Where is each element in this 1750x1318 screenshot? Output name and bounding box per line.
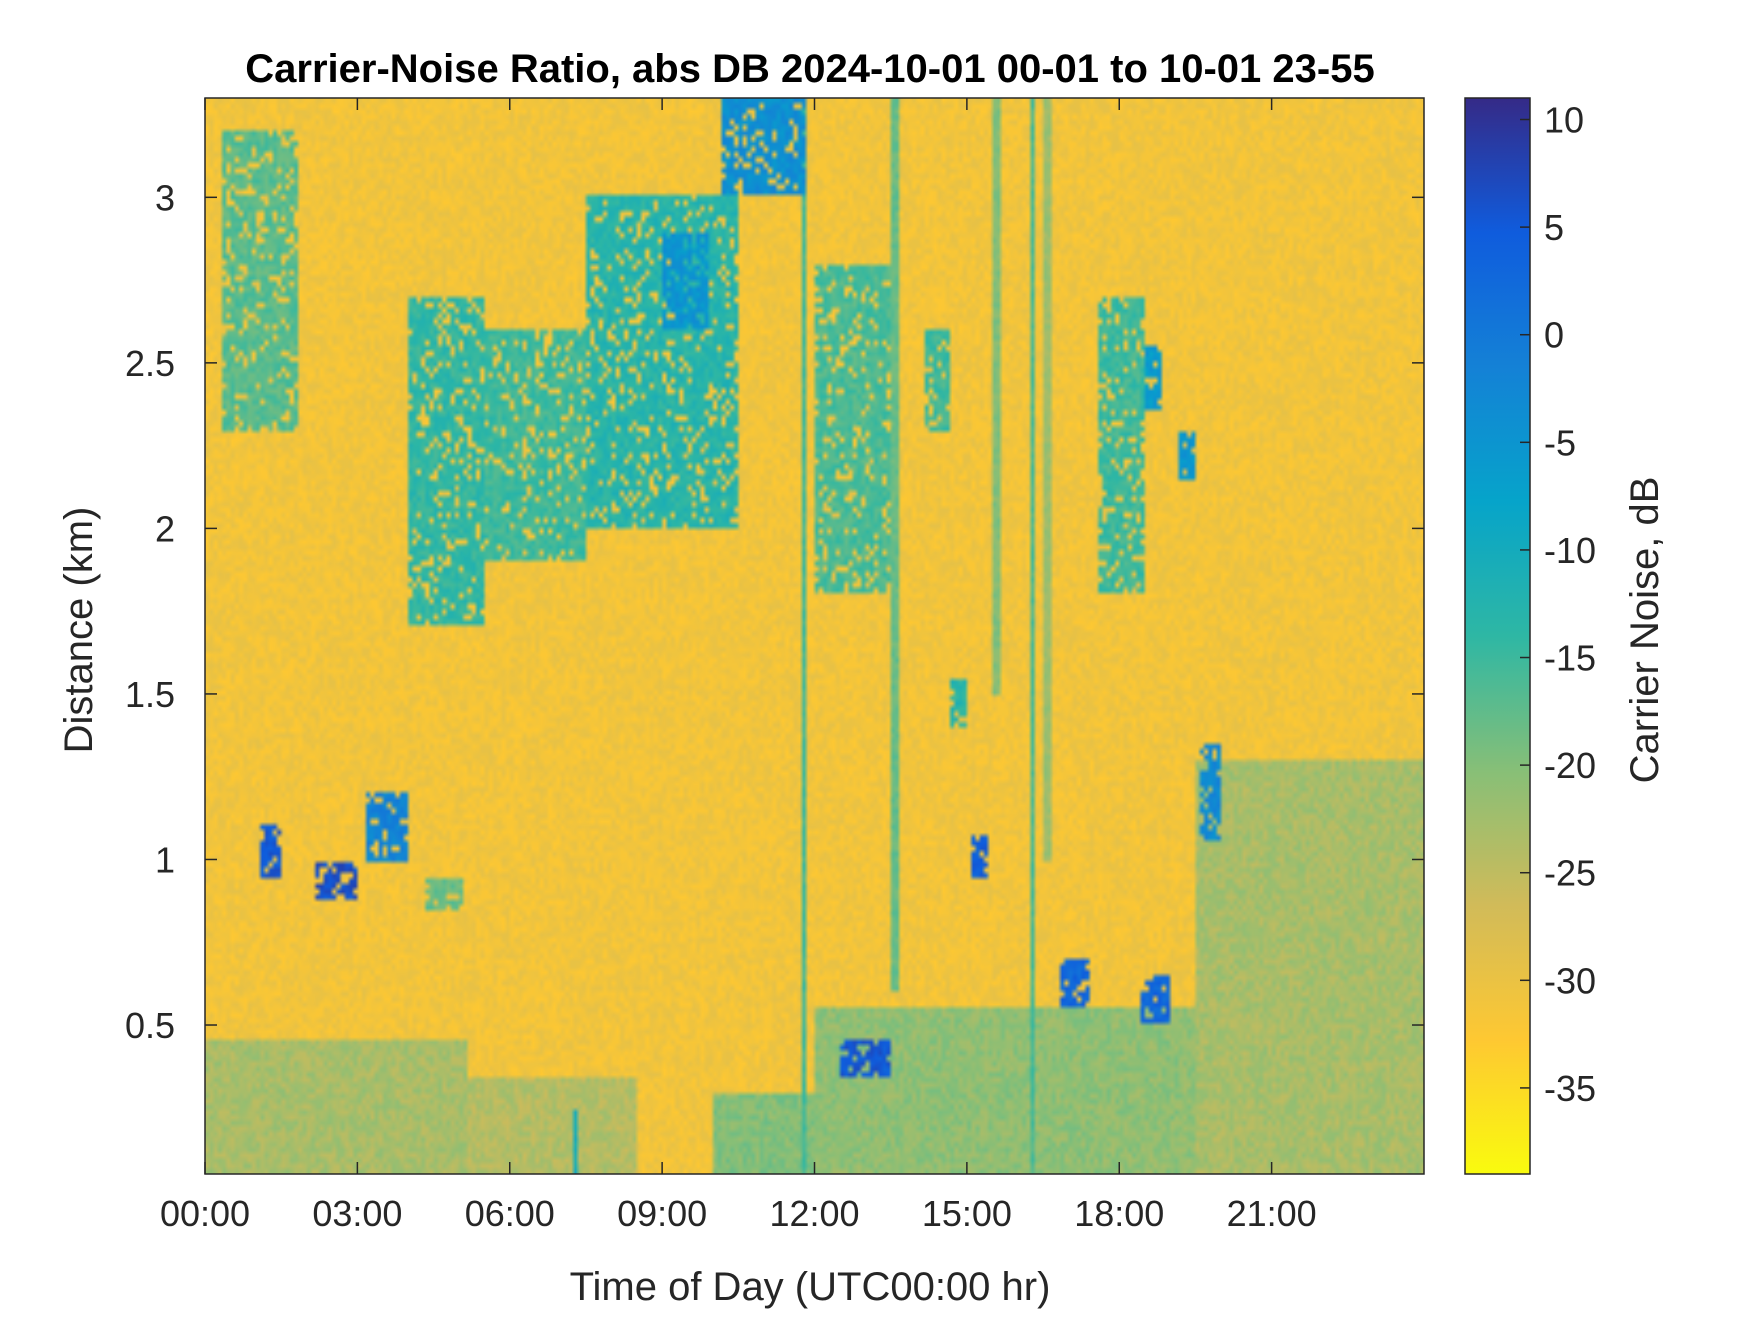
x-tick-label: 15:00 <box>922 1193 1012 1234</box>
y-tick-label: 0.5 <box>125 1005 175 1046</box>
colorbar-tick-label: 0 <box>1544 315 1564 356</box>
colorbar-gradient <box>1464 97 1531 1175</box>
x-tick-label: 03:00 <box>312 1193 402 1234</box>
x-tick-label: 12:00 <box>769 1193 859 1234</box>
y-tick-label: 3 <box>155 177 175 218</box>
y-axis-label: Distance (km) <box>57 507 101 754</box>
chart-title: Carrier-Noise Ratio, abs DB 2024-10-01 0… <box>245 47 1374 91</box>
colorbar-tick-label: 5 <box>1544 207 1564 248</box>
colorbar-tick-label: -5 <box>1544 422 1576 463</box>
colorbar: 10 5 0 -5 -10 -15 -20 -25 -30 -35 <box>1464 97 1596 1175</box>
colorbar-label: Carrier Noise, dB <box>1623 477 1667 784</box>
y-tick-label: 1.5 <box>125 674 175 715</box>
x-tick-label: 21:00 <box>1227 1193 1317 1234</box>
y-tick-label: 2.5 <box>125 343 175 384</box>
colorbar-tick-label: -35 <box>1544 1068 1596 1109</box>
colorbar-tick-label: -30 <box>1544 960 1596 1001</box>
y-axis: 0.5 1 1.5 2 2.5 3 <box>125 177 1424 1046</box>
x-tick-label: 06:00 <box>465 1193 555 1234</box>
x-tick-label: 09:00 <box>617 1193 707 1234</box>
x-tick-label: 00:00 <box>160 1193 250 1234</box>
colorbar-tick-label: -20 <box>1544 745 1596 786</box>
colorbar-tick-label: -10 <box>1544 530 1596 571</box>
colorbar-tick-label: -25 <box>1544 853 1596 894</box>
y-tick-label: 1 <box>155 839 175 880</box>
colorbar-tick-label: 10 <box>1544 100 1584 141</box>
heatmap-cells <box>205 98 1424 1174</box>
colorbar-tick-label: -15 <box>1544 638 1596 679</box>
x-axis: 00:00 03:00 06:00 09:00 12:00 15:00 18:00 21:00 <box>160 98 1317 1234</box>
x-axis-label: Time of Day (UTC00:00 hr) <box>570 1265 1051 1309</box>
y-tick-label: 2 <box>155 508 175 549</box>
x-tick-label: 18:00 <box>1074 1193 1164 1234</box>
plot-area <box>204 97 1425 1175</box>
